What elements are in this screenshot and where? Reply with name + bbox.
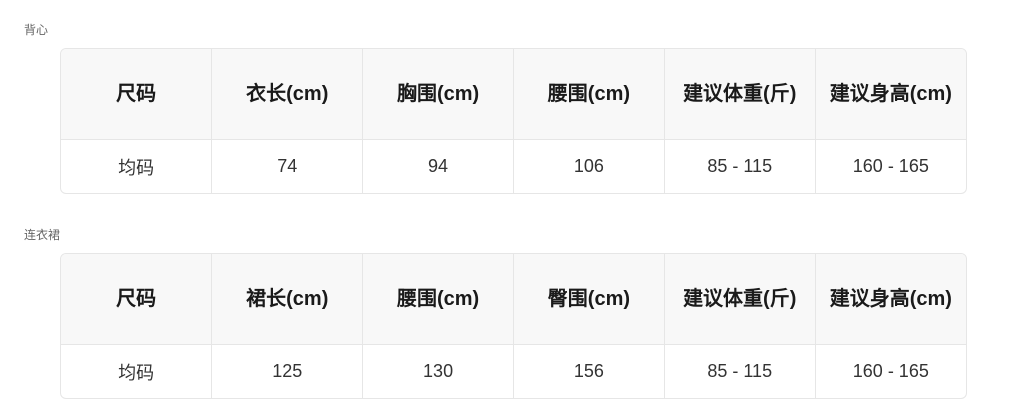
column-header: 胸围(cm) (362, 49, 514, 140)
table-cell: 均码 (61, 344, 213, 398)
table-header-row: 尺码 裙长(cm) 腰围(cm) 臀围(cm) 建议体重(斤) 建议身高(cm) (61, 254, 966, 345)
column-header: 臀围(cm) (513, 254, 665, 345)
column-header: 腰围(cm) (513, 49, 665, 140)
table-cell: 均码 (61, 139, 213, 193)
table-cell: 94 (362, 139, 514, 193)
column-header: 建议体重(斤) (664, 254, 816, 345)
column-header: 建议身高(cm) (815, 254, 966, 345)
table-cell: 85 - 115 (664, 139, 816, 193)
table-cell: 74 (211, 139, 364, 193)
section-vest-label: 背心 (24, 23, 49, 37)
column-header: 尺码 (61, 49, 213, 140)
dress-size-table: 尺码 裙长(cm) 腰围(cm) 臀围(cm) 建议体重(斤) 建议身高(cm)… (60, 253, 967, 399)
table-cell: 160 - 165 (852, 156, 929, 176)
table-row: 均码 125 130 156 85 - 115 160 - 165 (61, 344, 966, 398)
table-cell: 125 (211, 344, 364, 398)
column-header: 裙长(cm) (211, 254, 364, 345)
section-dress-label: 连衣裙 (24, 228, 61, 242)
column-header: 尺码 (61, 254, 213, 345)
column-header: 腰围(cm) (362, 254, 514, 345)
table-cell: 130 (362, 344, 514, 398)
table-header-row: 尺码 衣长(cm) 胸围(cm) 腰围(cm) 建议体重(斤) 建议身高(cm) (61, 49, 966, 140)
table-cell: 106 (513, 139, 665, 193)
table-cell: 160 - 165 (852, 361, 929, 381)
table-cell: 156 (513, 344, 665, 398)
column-header: 衣长(cm) (211, 49, 364, 140)
vest-size-table: 尺码 衣长(cm) 胸围(cm) 腰围(cm) 建议体重(斤) 建议身高(cm)… (60, 48, 967, 194)
column-header: 建议体重(斤) (664, 49, 816, 140)
table-row: 均码 74 94 106 85 - 115 160 - 165 (61, 139, 966, 193)
column-header: 建议身高(cm) (815, 49, 966, 140)
table-cell: 85 - 115 (664, 344, 816, 398)
